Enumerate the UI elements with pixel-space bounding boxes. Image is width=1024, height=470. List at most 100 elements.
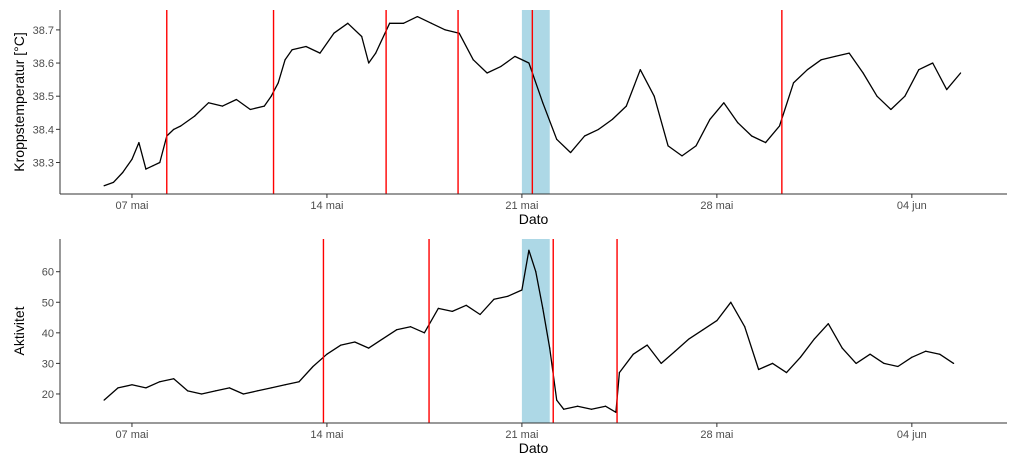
data-point: [939, 353, 941, 355]
data-point: [615, 411, 617, 413]
data-point: [326, 353, 328, 355]
x-tick-label: 14 mai: [310, 200, 343, 212]
data-point: [187, 390, 189, 392]
data-point: [730, 301, 732, 303]
data-point: [465, 304, 467, 306]
y-tick-label: 20: [42, 389, 54, 401]
data-point: [639, 69, 641, 71]
data-point: [563, 408, 565, 410]
data-point: [869, 353, 871, 355]
data-point: [918, 69, 920, 71]
data-point: [799, 356, 802, 358]
data-point: [765, 142, 767, 144]
data-point: [897, 365, 899, 368]
data-point: [284, 384, 286, 386]
data-point: [423, 332, 426, 334]
data-point: [646, 344, 648, 346]
data-point: [256, 390, 258, 392]
data-point: [542, 102, 544, 104]
data-point: [430, 22, 432, 24]
y-tick-label: 30: [42, 358, 54, 370]
data-point: [122, 171, 124, 174]
data-point: [507, 295, 509, 297]
data-point: [723, 102, 725, 104]
data-point: [695, 145, 697, 147]
data-point: [291, 49, 293, 51]
data-point: [841, 347, 843, 349]
data-point: [437, 307, 439, 309]
chart-panel-1: 07 mai 14 mai 21 mai 28 mai 04 jun 38.3 38.4 38…: [11, 10, 1007, 227]
data-point: [277, 82, 279, 84]
data-point: [542, 307, 544, 309]
data-point: [806, 69, 808, 71]
data-point: [583, 135, 586, 137]
data-point: [347, 22, 349, 24]
data-point: [667, 145, 669, 147]
data-point: [521, 289, 523, 291]
data-point: [263, 105, 265, 107]
data-point: [911, 356, 913, 358]
y-tick-label: 38.7: [33, 25, 54, 37]
data-point: [625, 105, 627, 107]
x-tick-label: 21 mai: [505, 200, 538, 212]
data-point: [409, 326, 412, 328]
data-point: [214, 390, 217, 392]
data-point: [444, 29, 446, 31]
data-point: [145, 168, 147, 170]
y-axis-title: Aktivitet: [11, 306, 27, 355]
y-tick-label: 50: [42, 297, 54, 309]
data-point: [103, 185, 105, 187]
data-point: [528, 249, 530, 251]
data-point: [556, 138, 558, 140]
data-point: [681, 155, 683, 157]
y-tick-label: 38.4: [33, 124, 54, 136]
data-point: [660, 362, 662, 364]
data-point: [200, 393, 203, 395]
data-point: [228, 387, 231, 389]
data-point: [834, 55, 836, 58]
x-tick-label: 21 mai: [505, 429, 538, 441]
data-point: [131, 158, 133, 160]
data-point: [932, 62, 934, 64]
data-point: [632, 353, 634, 355]
data-point: [751, 135, 753, 137]
data-point: [737, 122, 739, 124]
data-point: [813, 338, 815, 340]
data-point: [221, 105, 224, 107]
x-tick-label: 04 jun: [897, 200, 927, 212]
data-point: [472, 59, 474, 61]
chart-panel-2: 07 mai 14 mai 21 mai 28 mai 04 jun 20 30 40 50 60…: [11, 239, 1007, 456]
data-point: [486, 72, 488, 74]
data-point: [792, 82, 795, 84]
data-point: [117, 387, 119, 389]
data-point: [514, 55, 516, 58]
data-point: [340, 344, 342, 346]
data-point: [305, 45, 307, 48]
data-point: [103, 399, 105, 401]
data-point: [702, 329, 704, 331]
data-point: [925, 350, 927, 352]
series-line: [103, 15, 962, 187]
data-point: [855, 362, 857, 364]
data-point: [416, 16, 419, 18]
y-tick-label: 38.5: [33, 91, 54, 103]
data-point: [138, 142, 140, 144]
data-point: [145, 387, 147, 389]
data-point: [382, 338, 384, 340]
data-point: [959, 72, 962, 74]
data-point: [375, 52, 377, 54]
data-point: [388, 22, 391, 24]
data-point: [876, 95, 878, 97]
x-tick-label: 28 mai: [700, 429, 733, 441]
data-point: [180, 125, 182, 127]
data-point: [785, 371, 788, 374]
data-point: [590, 408, 593, 410]
data-point: [528, 62, 530, 64]
data-point: [319, 52, 321, 54]
data-point: [242, 393, 244, 395]
data-point: [333, 32, 335, 34]
x-tick-label: 14 mai: [310, 429, 343, 441]
data-point: [152, 165, 154, 167]
